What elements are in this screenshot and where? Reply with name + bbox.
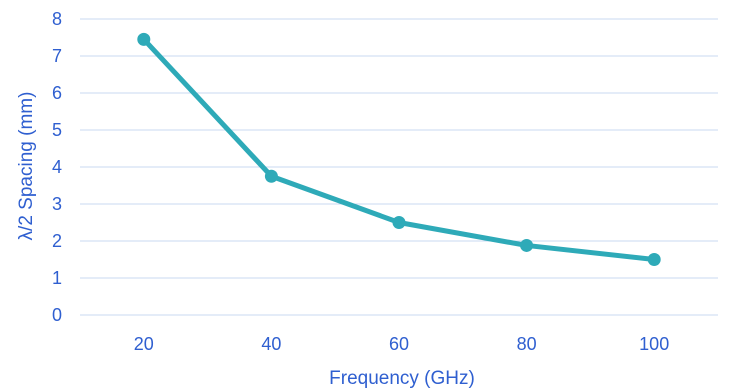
data-point <box>392 216 406 229</box>
data-point <box>137 32 151 46</box>
x-tick-label: 60 <box>389 334 409 354</box>
y-axis-ticks: 0 1 2 3 4 5 6 7 8 <box>52 9 62 325</box>
x-axis-title: Frequency (GHz) <box>329 368 475 389</box>
y-tick-label: 5 <box>52 120 62 140</box>
x-tick-label: 20 <box>134 334 154 354</box>
y-axis-title: λ/2 Spacing (mm) <box>16 92 37 241</box>
y-tick-label: 7 <box>52 46 62 66</box>
data-point <box>520 238 534 252</box>
x-tick-label: 100 <box>639 334 669 354</box>
y-tick-label: 2 <box>52 231 62 251</box>
x-axis-ticks: 20 40 60 80 100 <box>134 334 669 354</box>
data-point <box>647 253 661 266</box>
y-tick-label: 1 <box>52 268 62 288</box>
y-tick-label: 6 <box>52 83 62 103</box>
y-tick-label: 8 <box>52 9 62 29</box>
y-tick-label: 0 <box>52 305 62 325</box>
data-point <box>264 169 278 183</box>
y-tick-label: 3 <box>52 194 62 214</box>
x-tick-label: 40 <box>261 334 281 354</box>
x-tick-label: 80 <box>517 334 537 354</box>
series-group <box>137 32 661 266</box>
y-tick-label: 4 <box>52 157 62 177</box>
gridlines <box>80 18 718 316</box>
